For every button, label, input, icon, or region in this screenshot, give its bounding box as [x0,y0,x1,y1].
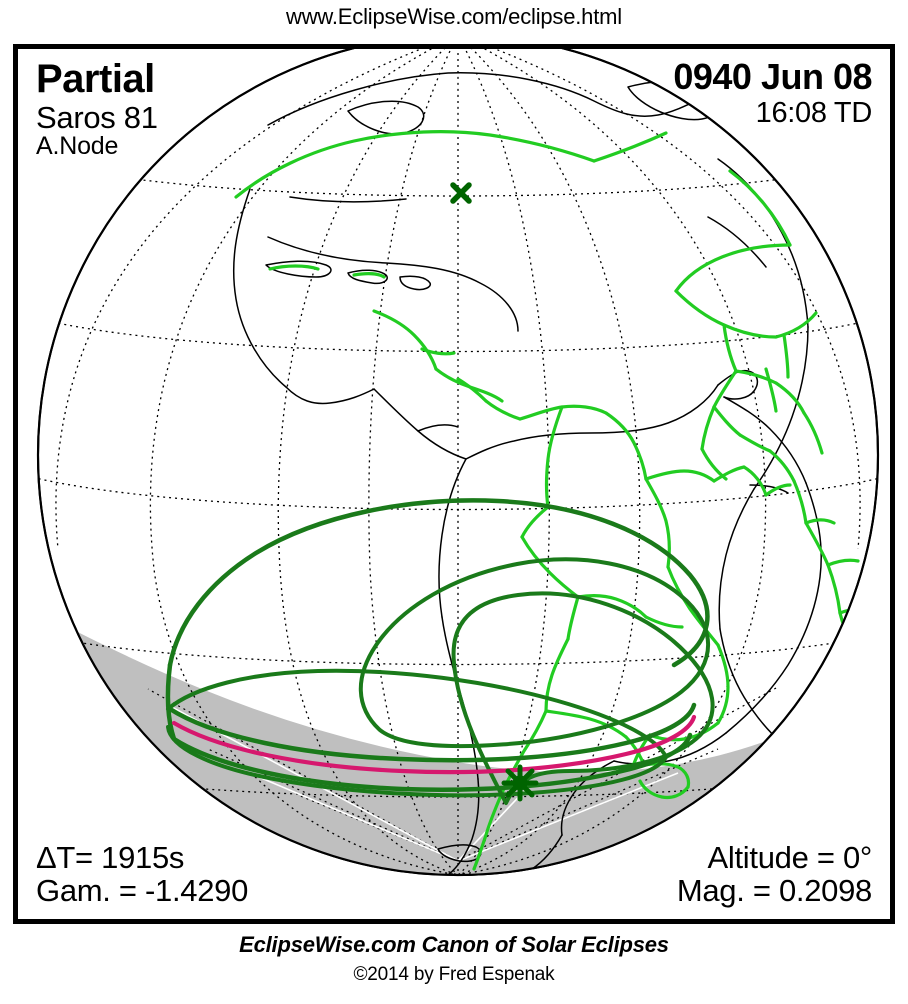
penumbral-eclipse-limits [451,591,715,805]
eclipse-info-top-right: 0940 Jun 08 16:08 TD [673,56,873,129]
eclipse-info-bottom-left: ΔT= 1915s Gam. = -1.4290 [36,840,248,907]
credits-block: EclipseWise.com Canon of Solar Eclipses … [0,932,908,986]
eclipse-date-label: 0940 Jun 08 [673,56,872,97]
eclipse-type-label: Partial [36,57,155,101]
eclipse-info-top-left: Partial Saros 81 A.Node [36,59,158,160]
penumbra-outer-limit [166,557,711,798]
eclipse-diagram-frame: Partial Saros 81 A.Node 0940 Jun 08 16:0… [13,44,895,924]
eclipse-limit-curves [165,498,710,792]
subsolar-point-x-icon [450,182,472,204]
sun-altitude-value: Altitude = 0° [707,839,873,875]
page-url-caption: www.EclipseWise.com/eclipse.html [286,4,622,29]
greatest-eclipse-asterisk-icon [501,764,539,802]
eclipse-info-bottom-right: Altitude = 0° Mag. = 0.2098 [677,840,872,907]
lunar-node-label: A.Node [36,132,119,161]
saros-series-label: Saros 81 [36,99,158,135]
eclipse-time-label: 16:08 TD [755,96,873,129]
eclipse-magnitude-value: Mag. = 0.2098 [676,873,872,909]
canon-title: EclipseWise.com Canon of Solar Eclipses [239,932,669,957]
orthographic-globe-map [37,49,879,876]
globe-outline [37,49,879,876]
copyright-line: ©2014 by Fred Espenak [353,964,555,985]
delta-t-value: ΔT= 1915s [36,839,185,875]
gamma-value: Gam. = -1.4290 [36,873,249,909]
